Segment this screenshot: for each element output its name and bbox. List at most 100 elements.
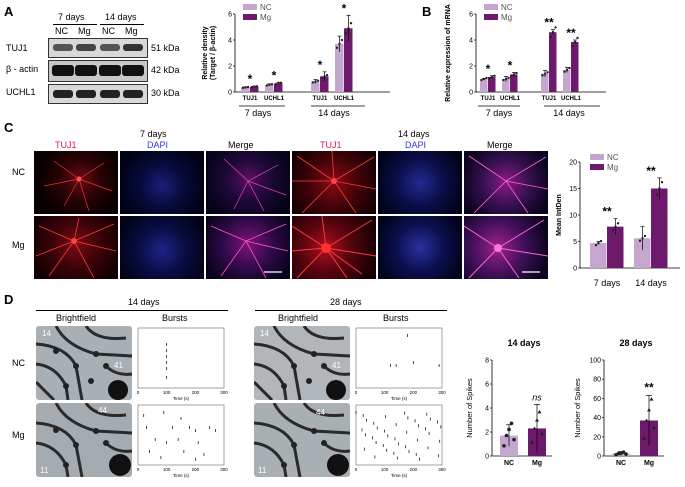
data-point <box>507 76 510 80</box>
y-tick-label: 2 <box>485 430 489 437</box>
data-point <box>641 237 644 240</box>
blot-actin <box>48 60 148 82</box>
c-label-tuj1-14d: TUJ1 <box>320 140 342 150</box>
c-time-7d: 7 days <box>140 129 167 139</box>
data-point <box>320 76 324 79</box>
category-label: Mg <box>532 460 542 467</box>
chart-d-spikes-14d: 14 days 0 2 4 6 8 Number of Spikes NC Mg ns <box>465 338 552 467</box>
y-tick-label: 40 <box>593 415 601 422</box>
legend-label-nc: NC <box>260 3 272 12</box>
category-label: TUJ1 <box>313 96 328 102</box>
data-point <box>546 71 549 74</box>
y-tick-label: 15 <box>569 186 577 193</box>
bf-number-nc28-a: 14 <box>260 329 269 338</box>
data-point <box>649 397 654 401</box>
data-point <box>504 433 509 438</box>
data-point <box>543 72 547 76</box>
data-point <box>507 427 511 432</box>
chart-a-density: 0 2 4 6 Relative density (Target / β-actin) * T… <box>202 1 390 118</box>
time-tick-label: 200 <box>192 390 200 395</box>
time-tick-label: 100 <box>163 390 171 395</box>
data-point <box>504 77 508 81</box>
data-point <box>510 74 513 78</box>
lane-label-3: NC <box>102 26 115 36</box>
y-tick-label: 6 <box>469 12 473 19</box>
data-point <box>658 187 661 190</box>
protein-tuj1: TUJ1 <box>6 43 28 53</box>
data-point <box>512 73 516 76</box>
y-tick-label: 6 <box>228 12 232 19</box>
y-tick-label: 20 <box>569 160 577 167</box>
data-point <box>480 78 483 82</box>
y-tick-label: 0 <box>597 454 601 461</box>
y-axis-label: (Target / β-actin) <box>210 26 217 80</box>
size-tuj1: 51 kDa <box>151 43 180 53</box>
data-point <box>244 86 247 89</box>
time-tick-label: 100 <box>381 390 389 395</box>
data-point <box>621 450 626 454</box>
category-label: TUJ1 <box>481 96 496 102</box>
bf-number-nc14-b: 41 <box>114 361 123 370</box>
bar-nc <box>241 87 250 92</box>
data-point <box>554 26 557 29</box>
category-label: UCHL1 <box>264 96 285 102</box>
legend-label-mg: Mg <box>607 163 618 172</box>
bar-nc <box>480 79 488 92</box>
data-point <box>255 85 259 88</box>
category-label: UCHL1 <box>500 96 521 102</box>
data-point <box>316 79 320 82</box>
legend-swatch-mg <box>590 164 604 170</box>
data-point <box>638 239 642 242</box>
time-axis-label: Time (s) <box>173 473 190 478</box>
data-point <box>568 66 571 70</box>
bar-nc <box>563 69 571 92</box>
data-point <box>616 222 620 225</box>
d-col-brightfield-28d: Brightfield <box>278 313 319 323</box>
significance-mark: * <box>272 68 277 82</box>
group-label: 14 days <box>318 108 350 118</box>
raster-frame <box>355 327 443 389</box>
data-point <box>344 32 348 35</box>
micrograph-merge-nc-7d <box>206 151 290 214</box>
raster-frame <box>137 404 225 466</box>
data-point <box>279 81 283 85</box>
y-tick-label: 10 <box>569 213 577 220</box>
protein-actin: β - actin <box>6 64 39 74</box>
significance-mark: * <box>248 72 253 86</box>
data-point <box>642 436 646 440</box>
y-tick-label: 4 <box>485 406 489 413</box>
time-axis-label: Time (s) <box>391 396 408 401</box>
significance-mark: * <box>508 59 513 73</box>
data-point <box>515 71 518 75</box>
time-tick-label: 0 <box>355 467 358 472</box>
y-tick-label: 4 <box>469 38 473 45</box>
c-time-14d: 14 days <box>398 129 430 139</box>
data-point <box>644 418 649 422</box>
c-row-mg: Mg <box>12 240 25 250</box>
y-tick-label: 5 <box>573 239 577 246</box>
data-point <box>532 426 537 430</box>
data-point <box>485 76 488 80</box>
bar-mg <box>549 32 557 92</box>
micrograph-merge-mg-7d <box>206 216 290 279</box>
d-col-brightfield-14d: Brightfield <box>56 313 97 323</box>
data-point <box>551 31 555 34</box>
time-tick-label: 300 <box>220 390 228 395</box>
data-point <box>274 83 278 86</box>
panel-label-b: B <box>422 4 432 19</box>
chart-b-mrna: 0 2 4 6 Relative expression of mRNA * TUJ1 * UCH… <box>445 3 606 118</box>
bar-nc <box>541 73 549 92</box>
y-tick-label: 80 <box>593 377 601 384</box>
legend-label-nc: NC <box>607 153 619 162</box>
data-point <box>493 74 496 78</box>
c-label-tuj1-7d: TUJ1 <box>55 140 77 150</box>
time-tick-label: 300 <box>438 467 446 472</box>
d-time-14d: 14 days <box>128 297 160 307</box>
y-tick-label: 0 <box>485 454 489 461</box>
blot-tuj1 <box>48 38 148 58</box>
data-point <box>314 80 317 83</box>
bar-mg <box>320 76 329 92</box>
c-label-dapi-14d: DAPI <box>405 140 427 150</box>
significance-mark: ** <box>544 16 554 30</box>
